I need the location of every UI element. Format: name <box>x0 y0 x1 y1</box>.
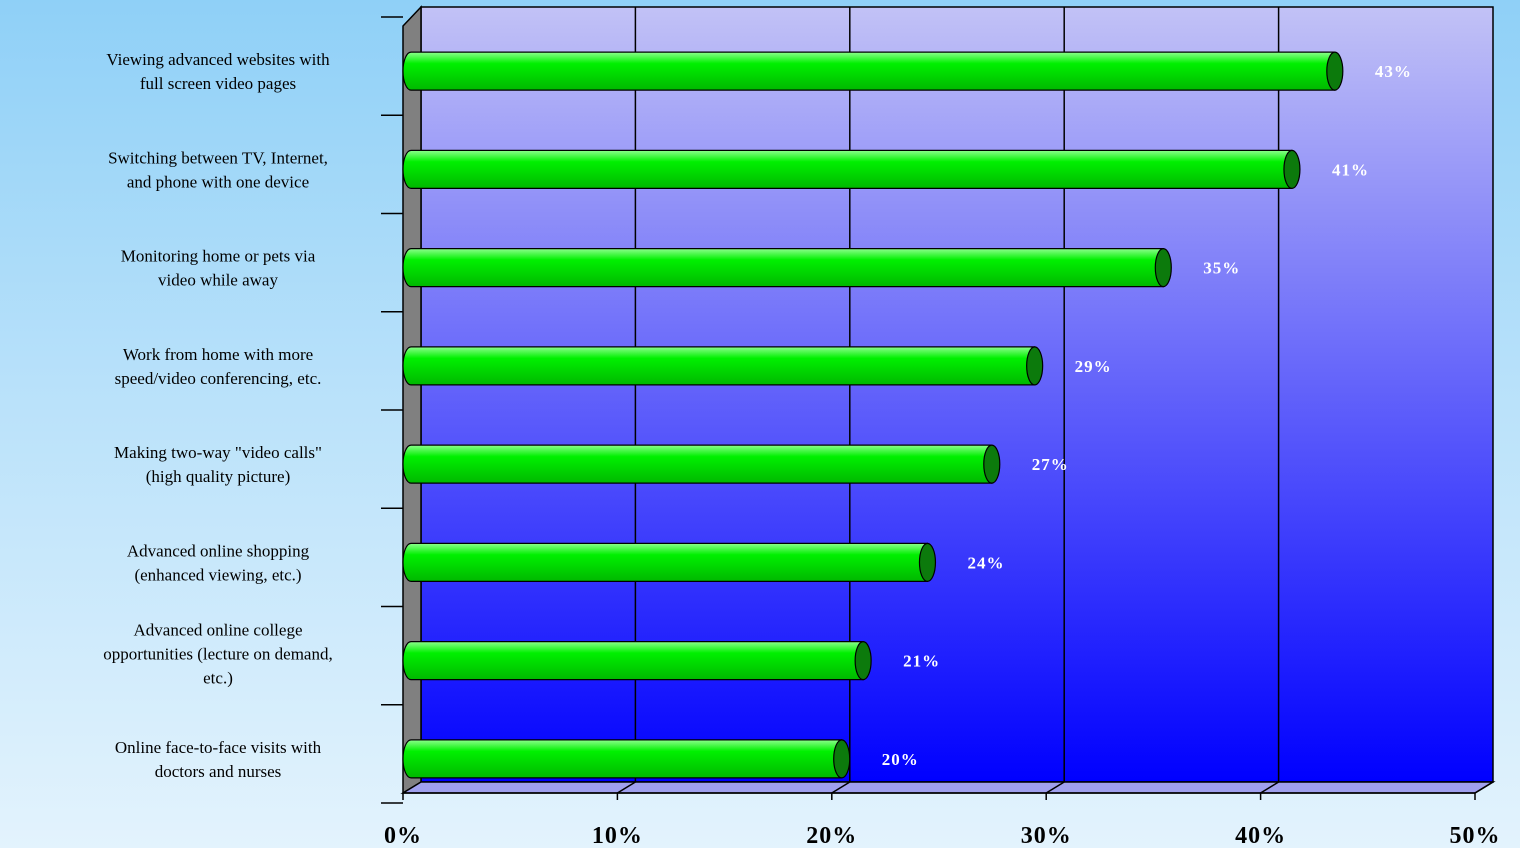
gridline-floor <box>617 781 636 794</box>
bar-body <box>402 248 1164 288</box>
bar-data-label: 41% <box>1332 160 1369 179</box>
bar <box>402 346 1044 386</box>
category-label: Advanced online college opportunities (le… <box>103 621 332 688</box>
bar-body <box>402 346 1036 386</box>
gridline-floor <box>1474 781 1494 794</box>
category-label-line: Advanced online shopping <box>127 541 310 560</box>
x-tick-label: 30% <box>1021 823 1072 848</box>
x-tick-label: 0% <box>384 823 422 848</box>
bar-data-label: 24% <box>967 553 1004 572</box>
bar-data-label: 29% <box>1075 357 1112 376</box>
category-label-line: doctors and nurses <box>155 762 282 781</box>
bar <box>402 542 937 582</box>
gridline-floor <box>1260 781 1279 794</box>
category-label-line: video while away <box>158 271 278 290</box>
x-tick-label: 50% <box>1450 823 1501 848</box>
category-label-line: Monitoring home or pets via <box>121 247 316 266</box>
category-label-line: and phone with one device <box>127 172 309 191</box>
category-label-line: Viewing advanced websites with <box>106 50 330 69</box>
bar-body <box>402 51 1336 91</box>
category-label-line: Switching between TV, Internet, <box>108 148 328 167</box>
bar-end-cap <box>833 739 851 779</box>
category-label-line: Advanced online college <box>134 621 303 640</box>
bar <box>402 444 1001 484</box>
bar <box>402 149 1301 189</box>
gridline-floor <box>831 781 851 794</box>
bar-end-cap <box>1154 248 1172 288</box>
category-label: Switching between TV, Internet, and phone… <box>108 148 328 191</box>
bar-end-cap <box>1026 346 1044 386</box>
gridline-floor <box>1045 781 1065 794</box>
bar-body <box>402 444 993 484</box>
bar-end-cap <box>983 444 1001 484</box>
bar-data-label: 20% <box>882 750 919 769</box>
bar-body <box>402 641 864 681</box>
category-label: Advanced online shopping (enhanced viewin… <box>127 541 310 584</box>
bar-end-cap <box>1283 149 1301 189</box>
bar-body <box>402 149 1293 189</box>
category-label-line: opportunities (lecture on demand, <box>103 645 332 664</box>
category-label: Viewing advanced websites with full scree… <box>106 50 330 93</box>
category-label-line: full screen video pages <box>140 74 296 93</box>
x-tick-label: 20% <box>806 823 857 848</box>
bar-end-cap <box>854 641 872 681</box>
bar-data-label: 43% <box>1375 62 1412 81</box>
category-label-line: etc.) <box>203 669 233 688</box>
x-tick-label: 40% <box>1235 823 1286 848</box>
x-tick-label: 10% <box>592 823 643 848</box>
bar-data-label: 27% <box>1032 455 1069 474</box>
bar <box>402 641 872 681</box>
bar-end-cap <box>918 542 937 582</box>
bar <box>402 248 1172 288</box>
category-label: Work from home with more speed/video conf… <box>115 345 322 388</box>
bar-body <box>402 739 843 779</box>
category-label-line: (enhanced viewing, etc.) <box>134 565 301 584</box>
bar-data-label: 21% <box>903 652 940 671</box>
category-label: Online face-to-face visits with doctors a… <box>115 738 322 781</box>
bar-end-cap <box>1326 51 1344 91</box>
category-label-line: speed/video conferencing, etc. <box>115 369 322 388</box>
category-label: Monitoring home or pets via video while a… <box>121 247 316 290</box>
category-label-line: Making two-way "video calls" <box>114 443 322 462</box>
category-label-line: Online face-to-face visits with <box>115 738 322 757</box>
category-label-line: Work from home with more <box>123 345 313 364</box>
category-label-line: (high quality picture) <box>146 467 290 486</box>
plot-floor <box>400 781 1496 794</box>
bar-body <box>402 542 929 582</box>
bar <box>402 739 851 779</box>
bar-data-label: 35% <box>1203 259 1240 278</box>
category-label: Making two-way "video calls" (high qualit… <box>114 443 322 486</box>
bar <box>402 51 1344 91</box>
